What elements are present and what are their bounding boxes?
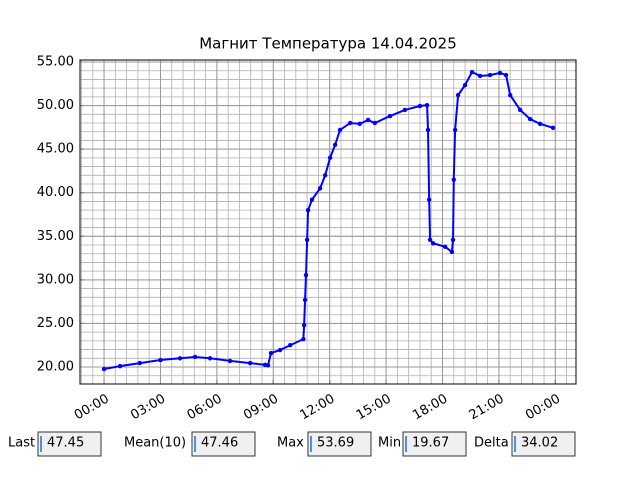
x-tick-label: 15:00 — [354, 392, 394, 424]
data-point — [268, 350, 274, 356]
stat-label: Max — [277, 436, 304, 451]
data-point — [455, 92, 461, 98]
data-point — [477, 73, 483, 79]
data-point — [527, 116, 533, 122]
y-tick-label: 30.00 — [37, 272, 74, 287]
data-point — [417, 103, 423, 109]
data-point — [227, 358, 233, 364]
data-point — [192, 354, 198, 360]
stat-box — [307, 431, 372, 457]
data-point — [177, 356, 183, 361]
stat-box — [191, 431, 256, 457]
stat-box — [37, 431, 102, 457]
stat-label: Delta — [474, 436, 509, 451]
data-point — [305, 207, 311, 213]
data-point — [487, 72, 493, 78]
data-point — [117, 363, 123, 369]
stat-label: Last — [8, 436, 35, 451]
data-point — [449, 249, 455, 255]
data-point — [247, 360, 253, 366]
y-tick-label: 25.00 — [37, 316, 74, 331]
data-point — [550, 125, 556, 130]
data-point — [503, 72, 509, 78]
x-tick-label: 00:00 — [72, 392, 112, 424]
data-point — [322, 173, 328, 178]
data-point — [347, 120, 353, 126]
data-point — [425, 127, 431, 133]
stat-value: 47.46 — [201, 436, 238, 451]
x-tick-label: 18:00 — [410, 392, 450, 424]
data-point — [302, 297, 308, 303]
data-point — [497, 70, 503, 76]
chart-title: Магнит Температура 14.04.2025 — [199, 35, 457, 53]
y-tick-label: 45.00 — [37, 142, 74, 157]
y-tick-label: 50.00 — [37, 98, 74, 113]
data-point — [303, 272, 309, 278]
data-point — [365, 117, 371, 123]
data-point — [158, 357, 163, 363]
data-point — [327, 155, 333, 161]
data-point — [424, 102, 430, 108]
data-point — [451, 177, 456, 182]
data-point — [462, 82, 468, 88]
stat-box — [511, 431, 576, 457]
stat-value: 34.02 — [521, 436, 558, 451]
x-tick-label: 12:00 — [297, 392, 337, 424]
data-point — [469, 69, 475, 75]
data-point — [402, 107, 408, 113]
data-point — [265, 363, 271, 368]
stat-value: 53.69 — [317, 436, 354, 451]
data-point — [337, 127, 343, 133]
data-point — [207, 356, 213, 361]
data-point — [277, 347, 283, 353]
data-point — [372, 120, 378, 126]
stat-box — [402, 431, 467, 457]
data-point — [452, 127, 458, 133]
data-point — [537, 121, 543, 127]
data-point — [304, 237, 310, 242]
data-point — [387, 113, 393, 119]
x-tick-label: 21:00 — [467, 392, 507, 424]
data-point — [507, 92, 513, 98]
data-point — [317, 186, 323, 191]
x-tick-label: 09:00 — [241, 392, 281, 424]
y-tick-label: 35.00 — [37, 229, 74, 244]
data-point — [450, 237, 456, 242]
x-tick-label: 00:00 — [523, 392, 563, 424]
x-tick-label: 06:00 — [185, 392, 225, 424]
data-point — [357, 121, 362, 127]
stat-value: 19.67 — [412, 436, 449, 451]
data-point — [427, 237, 433, 242]
x-tick-label: 03:00 — [128, 392, 168, 424]
data-point — [332, 142, 338, 147]
data-point — [426, 197, 432, 202]
stat-value: 47.45 — [47, 436, 84, 451]
y-tick-label: 55.00 — [37, 55, 74, 70]
data-point — [288, 343, 293, 348]
data-point — [309, 197, 315, 202]
data-point — [442, 244, 448, 249]
y-tick-label: 20.00 — [37, 360, 74, 375]
data-point — [517, 107, 523, 113]
plot-frame — [79, 59, 577, 385]
data-point — [137, 360, 142, 366]
data-point — [430, 241, 436, 246]
data-point — [301, 336, 306, 342]
data-point — [101, 366, 107, 372]
stat-label: Min — [378, 436, 401, 451]
y-tick-label: 40.00 — [37, 185, 74, 200]
data-point — [301, 322, 307, 328]
stat-label: Mean(10) — [124, 436, 186, 451]
